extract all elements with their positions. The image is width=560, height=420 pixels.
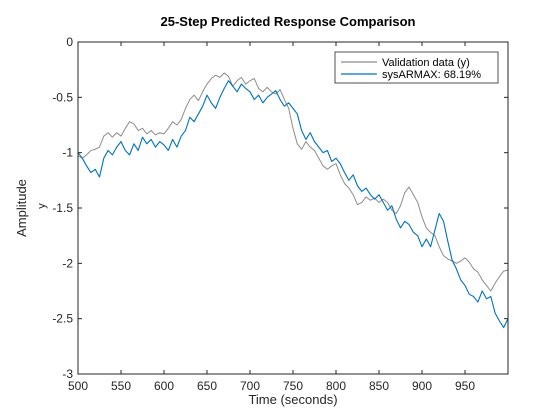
legend: Validation data (y)sysARMAX: 68.19% <box>334 51 499 84</box>
y-tick-label: -0.5 <box>52 90 73 104</box>
y-tick-label: -2 <box>62 256 73 270</box>
x-tick-label: 500 <box>68 379 88 393</box>
ticks-layer: 500 550 600 650 700 750 800 850 900 950 0 -0.5 -1 -1.… <box>52 35 508 393</box>
y-tick-label: 0 <box>66 35 73 49</box>
x-tick-label: 900 <box>412 379 432 393</box>
series-line-0 <box>77 72 509 292</box>
legend-entry-0: Validation data (y) <box>382 57 470 69</box>
x-axis-label: Time (seconds) <box>248 392 337 407</box>
y-tick-label: -2.5 <box>52 312 73 326</box>
x-tick-label: 700 <box>240 379 260 393</box>
plot-area <box>78 42 508 374</box>
x-tick-label: 850 <box>369 379 389 393</box>
series-layer <box>77 72 509 329</box>
x-tick-label: 550 <box>111 379 131 393</box>
y-axis-channel-label: y <box>36 203 48 209</box>
legend-box <box>334 51 499 84</box>
axes-background <box>78 42 508 374</box>
x-tick-label: 750 <box>283 379 303 393</box>
axes-frame <box>77 41 509 375</box>
x-tick-label: 600 <box>154 379 174 393</box>
y-tick-label: -1 <box>62 146 73 160</box>
x-tick-label: 950 <box>455 379 475 393</box>
chart-title: 25-Step Predicted Response Comparison <box>160 14 415 29</box>
y-axis-label: Amplitude <box>14 179 29 237</box>
x-tick-label: 800 <box>326 379 346 393</box>
x-tick-label: 650 <box>197 379 217 393</box>
legend-entry-1: sysARMAX: 68.19% <box>382 69 481 81</box>
y-tick-label: -3 <box>62 367 73 381</box>
y-tick-label: -1.5 <box>52 201 73 215</box>
series-line-1 <box>77 80 509 329</box>
